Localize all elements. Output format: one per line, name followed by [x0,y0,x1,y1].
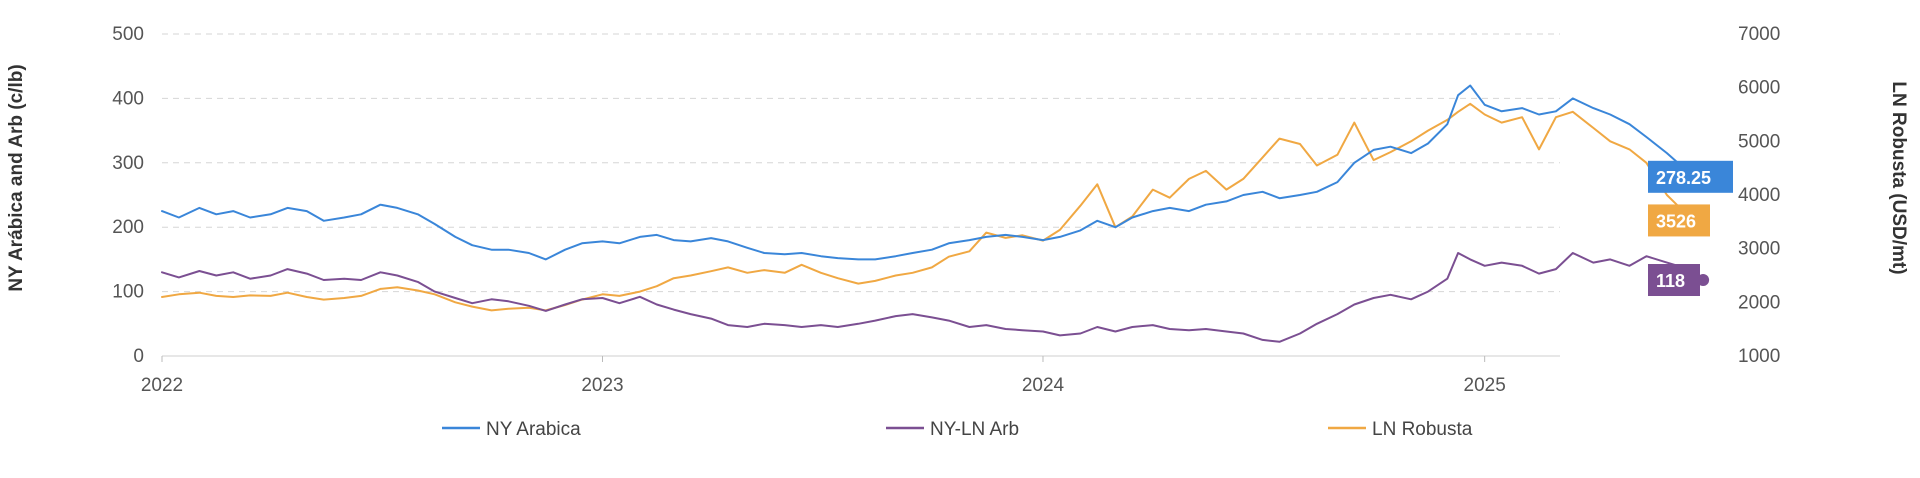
right-axis-title: LN Robusta (USD/mt) [1888,81,1909,274]
right-tick-label: 6000 [1738,78,1780,99]
right-tick-label: 7000 [1738,24,1780,45]
left-tick-label: 400 [112,88,144,109]
legend-label: LN Robusta [1372,419,1473,440]
right-tick-label: 3000 [1738,239,1780,260]
right-tick-label: 2000 [1738,292,1780,313]
end-value-label: 118 [1656,271,1685,291]
gridlines [162,33,1560,293]
series-line-ny-arabica [161,84,1705,261]
end-value-badge [1648,160,1733,193]
left-tick-label: 0 [133,346,144,367]
legend-label: NY Arabica [486,419,581,440]
end-labels: 278.25 118 3526 [1648,160,1733,297]
end-value-badge [1648,264,1700,297]
left-tick-label: 100 [112,282,144,303]
right-tick-label: 5000 [1738,131,1780,152]
x-tick-label: 2022 [141,375,183,396]
left-tick-label: 300 [112,153,144,174]
x-tick-label: 2024 [1022,375,1065,396]
legend-item[interactable]: NY Arabica [442,419,581,440]
left-tick-label: 200 [112,217,144,238]
end-value-badge [1648,204,1710,237]
end-value-label: 278.25 [1656,168,1711,188]
x-tick-label: 2025 [1464,375,1506,396]
series-line-ny-ln-arb [161,252,1705,343]
series-lines [161,84,1705,343]
axes: NY Arábica and Arb (c/lb) LN Robusta (US… [6,24,1909,396]
left-axis-title: NY Arábica and Arb (c/lb) [6,64,27,291]
series-line-ln-robusta [161,102,1705,312]
legend-label: NY-LN Arb [930,419,1019,440]
legend: NY Arabica NY-LN Arb LN Robusta [442,419,1473,440]
right-tick-label: 4000 [1738,185,1780,206]
series-end-marker [1697,274,1710,287]
right-tick-label: 1000 [1738,346,1780,367]
end-value-label: 3526 [1656,211,1696,231]
legend-item[interactable]: LN Robusta [1328,419,1473,440]
left-tick-label: 500 [112,24,144,45]
legend-item[interactable]: NY-LN Arb [886,419,1019,440]
x-tick-label: 2023 [581,375,623,396]
